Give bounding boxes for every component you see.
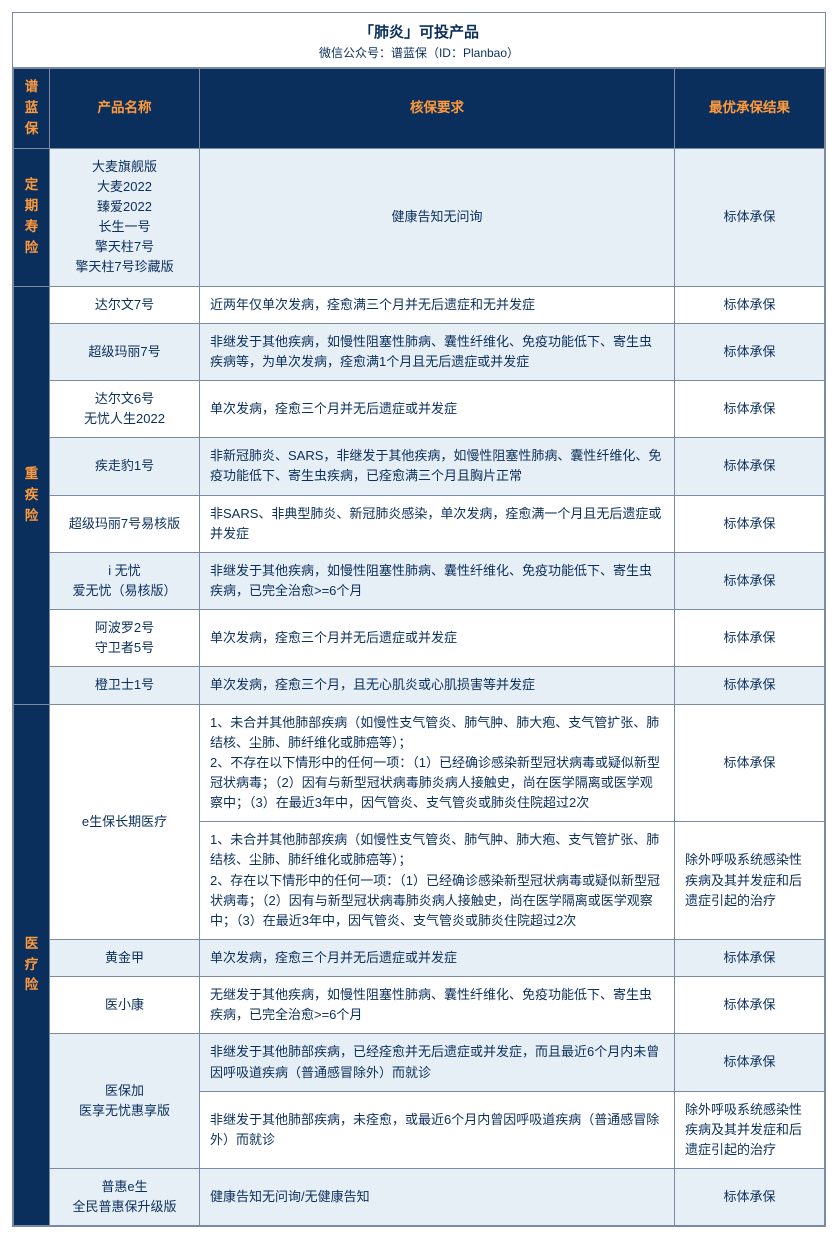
product-cell: 达尔文7号 <box>50 286 200 323</box>
requirement-cell: 单次发病，痊愈三个月并无后遗症或并发症 <box>200 381 675 438</box>
table-row: 医疗险e生保长期医疗1、未合并其他肺部疾病（如慢性支气管炎、肺气肿、肺大疱、支气… <box>14 704 825 822</box>
sheet: 「肺炎」可投产品 微信公众号：谱蓝保（ID：Planbao） 谱蓝保 产品名称 … <box>12 12 826 1227</box>
table-row: 橙卫士1号单次发病，痊愈三个月，且无心肌炎或心肌损害等并发症标体承保 <box>14 667 825 704</box>
result-cell: 标体承保 <box>675 286 825 323</box>
product-cell: e生保长期医疗 <box>50 704 200 939</box>
result-cell: 标体承保 <box>675 667 825 704</box>
requirement-cell: 非SARS、非典型肺炎、新冠肺炎感染，单次发病，痊愈满一个月且无后遗症或并发症 <box>200 495 675 552</box>
table-row: 普惠e生全民普惠保升级版健康告知无问询/无健康告知标体承保 <box>14 1169 825 1226</box>
product-cell: 超级玛丽7号 <box>50 323 200 380</box>
table-row: 医小康无继发于其他疾病，如慢性阻塞性肺病、囊性纤维化、免疫功能低下、寄生虫疾病，… <box>14 977 825 1034</box>
product-cell: 阿波罗2号守卫者5号 <box>50 610 200 667</box>
requirement-cell: 1、未合并其他肺部疾病（如慢性支气管炎、肺气肿、肺大疱、支气管扩张、肺结核、尘肺… <box>200 704 675 822</box>
product-table: 谱蓝保 产品名称 核保要求 最优承保结果 定期寿险大麦旗舰版大麦2022臻爱20… <box>13 68 825 1226</box>
table-row: 阿波罗2号守卫者5号单次发病，痊愈三个月并无后遗症或并发症标体承保 <box>14 610 825 667</box>
table-row: 疾走豹1号非新冠肺炎、SARS，非继发于其他疾病，如慢性阻塞性肺病、囊性纤维化、… <box>14 438 825 495</box>
result-cell: 标体承保 <box>675 438 825 495</box>
category-cell: 重疾险 <box>14 286 50 704</box>
product-cell: 普惠e生全民普惠保升级版 <box>50 1169 200 1226</box>
product-cell: 达尔文6号无忧人生2022 <box>50 381 200 438</box>
result-cell: 标体承保 <box>675 977 825 1034</box>
col-result: 最优承保结果 <box>675 69 825 149</box>
product-cell: i 无忧爱无忧（易核版） <box>50 552 200 609</box>
title-block: 「肺炎」可投产品 微信公众号：谱蓝保（ID：Planbao） <box>13 13 825 68</box>
requirement-cell: 单次发病，痊愈三个月并无后遗症或并发症 <box>200 939 675 976</box>
page-title: 「肺炎」可投产品 <box>13 21 825 42</box>
header-row: 谱蓝保 产品名称 核保要求 最优承保结果 <box>14 69 825 149</box>
result-cell: 标体承保 <box>675 1034 825 1091</box>
requirement-cell: 1、未合并其他肺部疾病（如慢性支气管炎、肺气肿、肺大疱、支气管扩张、肺结核、尘肺… <box>200 822 675 940</box>
table-row: 医保加医享无忧惠享版非继发于其他肺部疾病，已经痊愈并无后遗症或并发症，而且最近6… <box>14 1034 825 1091</box>
requirement-cell: 非继发于其他肺部疾病，未痊愈，或最近6个月内曾因呼吸道疾病（普通感冒除外）而就诊 <box>200 1091 675 1168</box>
result-cell: 标体承保 <box>675 148 825 286</box>
requirement-cell: 近两年仅单次发病，痊愈满三个月并无后遗症和无并发症 <box>200 286 675 323</box>
requirement-cell: 健康告知无问询/无健康告知 <box>200 1169 675 1226</box>
product-cell: 黄金甲 <box>50 939 200 976</box>
table-row: 超级玛丽7号非继发于其他疾病，如慢性阻塞性肺病、囊性纤维化、免疫功能低下、寄生虫… <box>14 323 825 380</box>
table-row: i 无忧爱无忧（易核版）非继发于其他疾病，如慢性阻塞性肺病、囊性纤维化、免疫功能… <box>14 552 825 609</box>
result-cell: 除外呼吸系统感染性疾病及其并发症和后遗症引起的治疗 <box>675 1091 825 1168</box>
category-cell: 医疗险 <box>14 704 50 1226</box>
requirement-cell: 无继发于其他疾病，如慢性阻塞性肺病、囊性纤维化、免疫功能低下、寄生虫疾病，已完全… <box>200 977 675 1034</box>
result-cell: 标体承保 <box>675 381 825 438</box>
result-cell: 标体承保 <box>675 610 825 667</box>
requirement-cell: 非继发于其他肺部疾病，已经痊愈并无后遗症或并发症，而且最近6个月内未曾因呼吸道疾… <box>200 1034 675 1091</box>
table-row: 重疾险达尔文7号近两年仅单次发病，痊愈满三个月并无后遗症和无并发症标体承保 <box>14 286 825 323</box>
requirement-cell: 健康告知无问询 <box>200 148 675 286</box>
result-cell: 标体承保 <box>675 1169 825 1226</box>
requirement-cell: 非继发于其他疾病，如慢性阻塞性肺病、囊性纤维化、免疫功能低下、寄生虫疾病，已完全… <box>200 552 675 609</box>
requirement-cell: 单次发病，痊愈三个月，且无心肌炎或心肌损害等并发症 <box>200 667 675 704</box>
table-row: 超级玛丽7号易核版非SARS、非典型肺炎、新冠肺炎感染，单次发病，痊愈满一个月且… <box>14 495 825 552</box>
col-requirement: 核保要求 <box>200 69 675 149</box>
brand-corner: 谱蓝保 <box>14 69 50 149</box>
table-row: 定期寿险大麦旗舰版大麦2022臻爱2022长生一号擎天柱7号擎天柱7号珍藏版健康… <box>14 148 825 286</box>
product-cell: 医小康 <box>50 977 200 1034</box>
table-row: 达尔文6号无忧人生2022单次发病，痊愈三个月并无后遗症或并发症标体承保 <box>14 381 825 438</box>
category-cell: 定期寿险 <box>14 148 50 286</box>
requirement-cell: 非新冠肺炎、SARS，非继发于其他疾病，如慢性阻塞性肺病、囊性纤维化、免疫功能低… <box>200 438 675 495</box>
result-cell: 标体承保 <box>675 552 825 609</box>
requirement-cell: 单次发病，痊愈三个月并无后遗症或并发症 <box>200 610 675 667</box>
page-subtitle: 微信公众号：谱蓝保（ID：Planbao） <box>13 44 825 61</box>
col-product: 产品名称 <box>50 69 200 149</box>
product-cell: 超级玛丽7号易核版 <box>50 495 200 552</box>
result-cell: 标体承保 <box>675 704 825 822</box>
result-cell: 标体承保 <box>675 939 825 976</box>
result-cell: 除外呼吸系统感染性疾病及其并发症和后遗症引起的治疗 <box>675 822 825 940</box>
product-cell: 大麦旗舰版大麦2022臻爱2022长生一号擎天柱7号擎天柱7号珍藏版 <box>50 148 200 286</box>
table-row: 黄金甲单次发病，痊愈三个月并无后遗症或并发症标体承保 <box>14 939 825 976</box>
product-cell: 疾走豹1号 <box>50 438 200 495</box>
result-cell: 标体承保 <box>675 495 825 552</box>
product-cell: 医保加医享无忧惠享版 <box>50 1034 200 1169</box>
result-cell: 标体承保 <box>675 323 825 380</box>
requirement-cell: 非继发于其他疾病，如慢性阻塞性肺病、囊性纤维化、免疫功能低下、寄生虫疾病等，为单… <box>200 323 675 380</box>
product-cell: 橙卫士1号 <box>50 667 200 704</box>
